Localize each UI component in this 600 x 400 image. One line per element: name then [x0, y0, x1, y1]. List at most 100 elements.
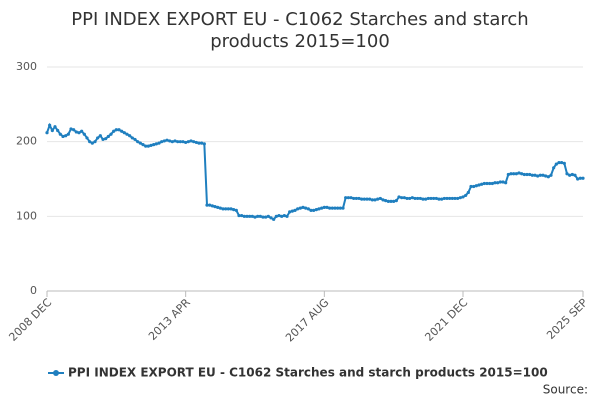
- point: [237, 213, 241, 218]
- point: [426, 196, 430, 201]
- point: [445, 196, 449, 201]
- point: [72, 128, 76, 132]
- point: [581, 176, 585, 180]
- point: [240, 213, 244, 218]
- point: [304, 206, 308, 210]
- point: [234, 208, 238, 212]
- point: [200, 141, 204, 145]
- point: [301, 205, 305, 209]
- point: [389, 199, 393, 203]
- point: [266, 214, 270, 218]
- point: [341, 206, 345, 210]
- point: [368, 197, 372, 201]
- point: [562, 161, 566, 165]
- point: [573, 173, 577, 177]
- point: [493, 181, 497, 185]
- point: [250, 214, 254, 218]
- point: [290, 209, 294, 213]
- point: [360, 197, 364, 201]
- y-tick-label: 0: [30, 284, 37, 297]
- point: [520, 172, 524, 176]
- point: [173, 139, 177, 143]
- point: [133, 137, 137, 142]
- point: [282, 213, 286, 218]
- point: [160, 140, 164, 144]
- source: Source:: [543, 383, 588, 397]
- point: [376, 197, 380, 201]
- point: [306, 207, 310, 211]
- point: [136, 140, 140, 144]
- point: [64, 134, 68, 138]
- point: [208, 203, 212, 207]
- point: [168, 139, 172, 143]
- point: [384, 199, 388, 203]
- point: [392, 199, 396, 203]
- point: [328, 206, 332, 210]
- x-tick-label: 2021 DEC: [422, 296, 470, 344]
- point: [93, 140, 97, 144]
- point: [114, 128, 118, 132]
- point: [242, 214, 246, 218]
- point: [469, 184, 473, 189]
- point: [472, 184, 476, 189]
- point: [197, 141, 201, 145]
- point: [453, 196, 457, 201]
- point: [194, 140, 198, 145]
- point: [325, 205, 329, 209]
- point: [77, 131, 81, 135]
- point: [410, 196, 414, 200]
- point: [152, 143, 156, 147]
- point: [141, 143, 145, 147]
- point: [541, 173, 545, 177]
- point: [429, 196, 433, 201]
- point: [344, 196, 348, 200]
- point: [346, 196, 350, 200]
- point: [480, 182, 484, 186]
- point: [269, 216, 273, 220]
- point: [109, 132, 113, 136]
- point: [50, 128, 54, 133]
- point: [149, 143, 153, 147]
- point: [293, 208, 297, 212]
- point: [557, 160, 561, 165]
- point: [400, 196, 404, 200]
- point: [565, 172, 569, 176]
- point: [69, 127, 73, 131]
- y-tick-label: 100: [16, 209, 37, 222]
- point: [514, 172, 518, 176]
- point: [80, 129, 84, 133]
- point: [578, 176, 582, 180]
- point: [112, 129, 116, 133]
- point: [232, 208, 236, 212]
- y-tick-label: 200: [16, 135, 37, 148]
- point: [421, 197, 425, 201]
- point: [352, 196, 356, 201]
- point: [442, 196, 446, 201]
- point: [336, 206, 340, 210]
- point: [504, 181, 508, 185]
- point: [261, 215, 265, 219]
- point: [338, 206, 342, 210]
- point: [448, 196, 452, 201]
- point: [48, 123, 52, 127]
- point: [370, 198, 374, 202]
- point: [546, 175, 550, 179]
- point: [210, 204, 214, 208]
- point: [178, 140, 182, 144]
- legend-marker: [53, 370, 59, 376]
- point: [373, 198, 377, 202]
- point: [277, 213, 281, 218]
- point: [162, 139, 166, 143]
- y-tick-label: 300: [16, 60, 37, 73]
- point: [74, 130, 78, 134]
- point: [530, 173, 534, 177]
- point: [202, 142, 206, 146]
- point: [450, 196, 454, 201]
- point: [432, 196, 436, 201]
- point: [474, 184, 478, 188]
- point: [221, 207, 225, 211]
- point: [397, 195, 401, 199]
- point: [285, 214, 289, 218]
